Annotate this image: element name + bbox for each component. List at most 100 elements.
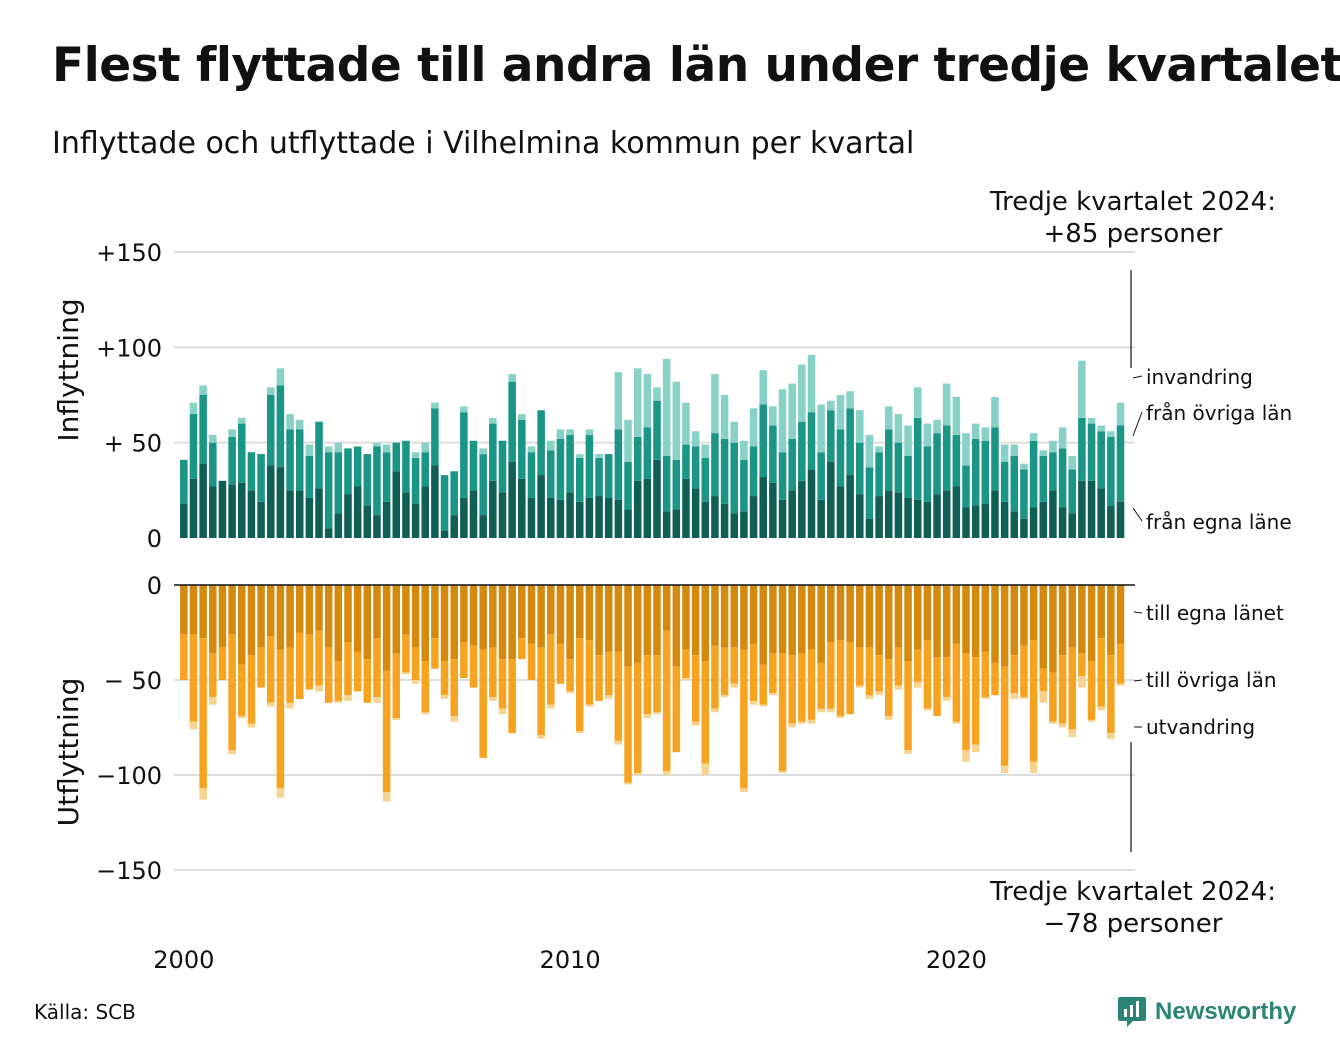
bar-out-ovriga bbox=[257, 647, 265, 688]
bar-in-invandring bbox=[1097, 425, 1105, 432]
ylabel-in: Inflyttning bbox=[52, 298, 85, 441]
bar-out-utvandring bbox=[189, 721, 198, 730]
bar-in-egna bbox=[498, 492, 507, 538]
bar-in-ovriga bbox=[807, 412, 816, 470]
bar-in-invandring bbox=[778, 389, 787, 453]
bar-out-ovriga bbox=[923, 640, 932, 709]
bar-out-utvandring bbox=[411, 680, 420, 684]
bar-in-invandring bbox=[1078, 360, 1086, 418]
bar-out-egna bbox=[344, 585, 352, 642]
newsworthy-logo[interactable]: Newsworthy bbox=[1117, 994, 1296, 1030]
bar-in-egna bbox=[315, 488, 323, 538]
bar-out-ovriga bbox=[778, 653, 787, 772]
bar-out-egna bbox=[633, 585, 642, 663]
bar-out-ovriga bbox=[247, 655, 256, 724]
bar-out-utvandring bbox=[942, 697, 951, 701]
bar-out-utvandring bbox=[209, 697, 217, 705]
bar-in-invandring bbox=[431, 402, 439, 409]
bar-out-egna bbox=[1010, 585, 1019, 656]
bar-out-egna bbox=[305, 585, 314, 635]
bar-in-invandring bbox=[508, 374, 516, 382]
callout-inflow-line2: +85 personer bbox=[1043, 219, 1223, 249]
bar-out-ovriga bbox=[1097, 638, 1105, 707]
bar-in-invandring bbox=[856, 410, 864, 443]
bar-in-invandring bbox=[1087, 417, 1096, 424]
bar-out-ovriga bbox=[749, 643, 758, 701]
bar-in-egna bbox=[1058, 507, 1067, 538]
bar-in-ovriga bbox=[489, 423, 497, 481]
bar-in-egna bbox=[846, 475, 854, 538]
bar-out-ovriga bbox=[392, 653, 401, 718]
bar-in-egna bbox=[923, 501, 932, 538]
bar-in-ovriga bbox=[1029, 440, 1038, 508]
bar-in-ovriga bbox=[508, 381, 516, 462]
bar-in-invandring bbox=[1049, 440, 1057, 453]
bar-out-utvandring bbox=[228, 750, 236, 755]
bar-out-ovriga bbox=[614, 651, 623, 741]
bar-out-utvandring bbox=[749, 700, 758, 705]
bar-in-egna bbox=[257, 501, 265, 538]
bar-in-invandring bbox=[798, 364, 806, 422]
bar-in-invandring bbox=[913, 387, 922, 418]
callout-outflow-line2: −78 personer bbox=[1043, 909, 1223, 939]
bar-in-ovriga bbox=[952, 435, 961, 487]
bar-out-utvandring bbox=[740, 788, 748, 793]
bar-out-ovriga bbox=[431, 638, 439, 669]
bar-in-invandring bbox=[575, 454, 584, 458]
bar-out-utvandring bbox=[1068, 729, 1076, 737]
bar-out-ovriga bbox=[643, 655, 652, 715]
bar-in-egna bbox=[566, 492, 574, 538]
bar-in-egna bbox=[856, 494, 864, 538]
bar-in-ovriga bbox=[421, 452, 430, 487]
bar-in-ovriga bbox=[604, 454, 613, 498]
bar-in-invandring bbox=[807, 354, 816, 413]
callout-outflow: Tredje kvartalet 2024: −78 personer bbox=[953, 876, 1313, 940]
bar-out-ovriga bbox=[807, 649, 816, 720]
bar-in-ovriga bbox=[682, 444, 690, 479]
bar-in-egna bbox=[1097, 488, 1105, 538]
bar-out-egna bbox=[527, 585, 536, 644]
bar-in-ovriga bbox=[537, 410, 545, 476]
bar-in-invandring bbox=[817, 404, 825, 453]
bar-in-invandring bbox=[228, 429, 236, 437]
bar-out-egna bbox=[411, 585, 420, 648]
bar-out-egna bbox=[827, 585, 835, 642]
bar-in-egna bbox=[711, 496, 719, 538]
bar-out-ovriga bbox=[952, 643, 961, 722]
bar-in-ovriga bbox=[1039, 456, 1048, 502]
bar-out-ovriga bbox=[894, 647, 903, 686]
bar-out-egna bbox=[209, 585, 217, 654]
bar-out-egna bbox=[643, 585, 652, 656]
ytick-label-out: 0 bbox=[147, 572, 162, 600]
bar-in-egna bbox=[547, 497, 555, 538]
bar-out-utvandring bbox=[643, 714, 652, 718]
bar-in-invandring bbox=[788, 383, 796, 439]
bar-in-egna bbox=[682, 478, 690, 538]
bar-in-invandring bbox=[373, 442, 381, 447]
bar-out-ovriga bbox=[199, 638, 207, 789]
bar-out-ovriga bbox=[305, 634, 314, 690]
bar-in-egna bbox=[875, 496, 883, 538]
bar-in-ovriga bbox=[334, 452, 343, 514]
bar-out-ovriga bbox=[981, 651, 990, 698]
source-note: Källa: SCB bbox=[34, 1000, 136, 1024]
bar-in-egna bbox=[720, 503, 729, 538]
bar-in-invandring bbox=[527, 446, 536, 453]
bar-out-egna bbox=[952, 585, 961, 644]
bar-in-ovriga bbox=[1097, 431, 1105, 489]
bar-in-invandring bbox=[238, 417, 246, 424]
bar-out-utvandring bbox=[875, 691, 883, 696]
bar-in-ovriga bbox=[1000, 461, 1009, 502]
outflow-bars bbox=[180, 585, 1125, 802]
bar-in-ovriga bbox=[266, 395, 275, 466]
bar-out-utvandring bbox=[730, 683, 739, 688]
bar-out-egna bbox=[440, 585, 449, 661]
bar-out-egna bbox=[624, 585, 632, 667]
bar-out-utvandring bbox=[585, 704, 594, 707]
bar-out-ovriga bbox=[856, 647, 864, 686]
bar-in-invandring bbox=[1029, 433, 1038, 441]
bar-in-invandring bbox=[1068, 456, 1076, 470]
bar-out-egna bbox=[324, 585, 333, 648]
bar-out-ovriga bbox=[460, 642, 468, 679]
bar-out-utvandring bbox=[1087, 719, 1096, 722]
